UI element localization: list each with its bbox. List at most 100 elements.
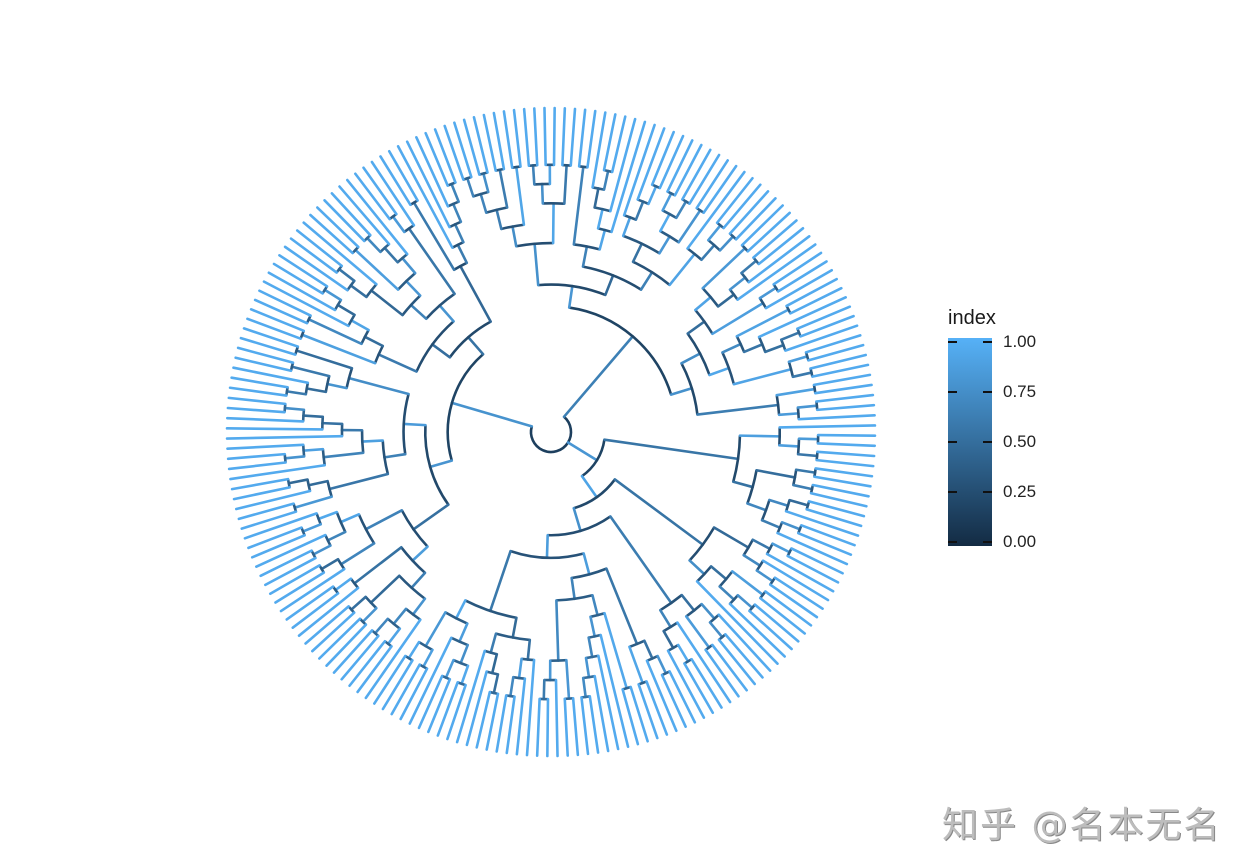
tree-branch [814, 383, 873, 395]
tree-branch [325, 623, 368, 667]
tree-branch [706, 224, 722, 242]
tree-branch [226, 443, 305, 450]
tree-branch [401, 256, 417, 275]
tree-branch [746, 211, 791, 253]
tree-branch [258, 289, 312, 317]
tree-branch [410, 571, 427, 590]
legend-tick-label: 0.75 [1003, 382, 1037, 401]
tree-branch [454, 599, 467, 620]
tree-branch [797, 437, 820, 441]
tree-branch [704, 648, 740, 698]
tree-branch [409, 303, 428, 321]
tree-branch [690, 657, 723, 709]
tree-arc [484, 649, 498, 656]
tree-branch [451, 202, 463, 224]
tree-branch [272, 262, 324, 295]
tree-branch [364, 618, 422, 700]
tree-arc [659, 229, 680, 244]
tree-branch [804, 334, 862, 354]
tree-branch [696, 403, 780, 416]
tree-branch [479, 192, 488, 214]
tree-branch [779, 331, 801, 341]
tree-branch [734, 197, 777, 241]
tree-branch [392, 607, 408, 626]
tree-branch [661, 192, 673, 212]
tree-branch [431, 343, 452, 359]
tree-branch [531, 164, 536, 186]
tree-branch [732, 367, 793, 386]
tree-branch [598, 228, 607, 251]
tree-branch [735, 308, 790, 338]
tree-branch [229, 463, 326, 481]
tree-branch [659, 608, 672, 629]
tree-branch [580, 474, 598, 499]
tree-branch [764, 590, 813, 627]
legend-tick-label: 1.00 [1003, 332, 1037, 351]
tree-branch [622, 123, 656, 217]
tree-branch [570, 576, 576, 601]
tree-branch [569, 107, 577, 167]
tree-arc [534, 182, 550, 186]
tree-branch [602, 113, 617, 172]
tree-arc [742, 539, 754, 556]
tree-arc [732, 435, 742, 483]
tree-branch [323, 199, 366, 243]
tree-branch [249, 308, 306, 333]
tree-branch [226, 406, 286, 414]
tree-arc [360, 430, 365, 453]
tree-branch [350, 319, 370, 332]
tree-branch [571, 696, 580, 757]
tree-arc [581, 439, 606, 478]
tree-branch [373, 617, 390, 635]
tree-arc [583, 674, 595, 680]
tree-branch [807, 500, 866, 518]
tree-branch [415, 135, 450, 208]
tree-branch [694, 295, 712, 312]
tree-branch [334, 577, 353, 592]
tree-arc [784, 499, 791, 512]
tree-branch [412, 503, 450, 531]
tree-arc [588, 633, 602, 639]
tree-arc [796, 407, 801, 420]
tree-branch [307, 318, 363, 346]
tree-branch [230, 477, 290, 491]
tree-branch [243, 512, 318, 540]
tree-branch [789, 286, 843, 315]
tree-arc [415, 320, 455, 373]
tree-branch [776, 531, 849, 566]
tree-branch [239, 336, 297, 356]
tree-arc [550, 658, 567, 663]
tree-branch [417, 674, 444, 730]
tree-branch [444, 658, 455, 679]
tree-branch [360, 439, 385, 443]
tree-branch [450, 401, 534, 428]
tree-arc [547, 515, 612, 537]
tree-branch [226, 452, 287, 461]
tree-branch [318, 617, 362, 660]
tree-arc [622, 234, 661, 255]
tree-branch [650, 130, 675, 187]
tree-branch [225, 434, 344, 440]
tree-branch [777, 412, 800, 417]
tree-branch [686, 320, 706, 335]
tree-branch [302, 414, 325, 419]
tree-branch [300, 333, 377, 365]
tree-branch [631, 242, 644, 264]
tree-branch [695, 159, 729, 210]
tree-branch [535, 697, 541, 758]
tree-branch [347, 376, 410, 396]
tree-branch [695, 580, 779, 665]
legend-tick-left-5 [948, 541, 957, 543]
tree-branch [438, 304, 455, 323]
tree-branch [813, 475, 872, 488]
tree-branch [659, 212, 671, 233]
tree-branch [338, 185, 391, 246]
tree-branch [790, 547, 844, 575]
tree-branch [232, 366, 310, 385]
tree-branch [728, 602, 786, 658]
tree-branch [610, 115, 627, 174]
tree-branch [540, 182, 545, 205]
tree-branch [763, 343, 785, 354]
tree-branch [815, 403, 876, 412]
